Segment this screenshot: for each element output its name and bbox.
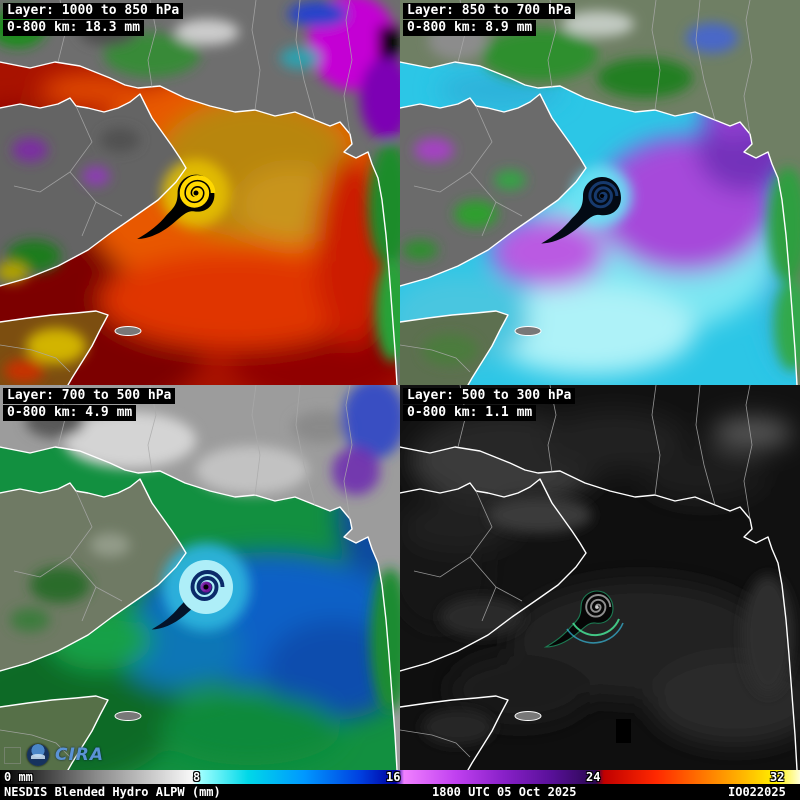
cyclone-icon bbox=[541, 166, 632, 244]
layer-label: Layer: 1000 to 850 hPa bbox=[3, 3, 184, 19]
range-average-label: 0-800 km: 8.9 mm bbox=[403, 20, 537, 36]
colorbar-tick-24: 24 bbox=[586, 770, 601, 784]
colorbar-tick-32: 32 bbox=[770, 770, 785, 784]
map-canvas-500-300hpa bbox=[400, 385, 800, 770]
logo-square-mark bbox=[4, 746, 21, 764]
map-panel-850-700hpa: Layer: 850 to 700 hPa 0-800 km: 8.9 mm bbox=[400, 0, 800, 385]
cira-logo: CIRA bbox=[55, 745, 105, 765]
cyclone-icon bbox=[545, 590, 624, 648]
cyclone-icon bbox=[137, 159, 230, 239]
caption-bar: NESDIS Blended Hydro ALPW (mm) 1800 UTC … bbox=[0, 784, 800, 800]
map-canvas-850-700hpa bbox=[400, 0, 800, 385]
layer-label: Layer: 700 to 500 hPa bbox=[3, 388, 176, 404]
land-field bbox=[422, 497, 794, 745]
valid-time: 1800 UTC 05 Oct 2025 bbox=[432, 785, 577, 799]
map-canvas-1000-850hpa bbox=[0, 0, 400, 385]
panel-labels: Layer: 500 to 300 hPa 0-800 km: 1.1 mm bbox=[403, 388, 576, 422]
map-canvas-700-500hpa bbox=[0, 385, 400, 770]
panel-labels: Layer: 700 to 500 hPa 0-800 km: 4.9 mm bbox=[3, 388, 176, 422]
map-panel-1000-850hpa: Layer: 1000 to 850 hPa 0-800 km: 18.3 mm bbox=[0, 0, 400, 385]
land-field bbox=[10, 385, 400, 712]
land-field bbox=[0, 0, 400, 383]
branding: CIRA bbox=[4, 742, 104, 768]
colorbar-tick-8: 8 bbox=[193, 770, 201, 784]
range-average-label: 0-800 km: 1.1 mm bbox=[403, 405, 537, 421]
colorbar bbox=[0, 770, 800, 784]
panel-grid: Layer: 1000 to 850 hPa 0-800 km: 18.3 mm bbox=[0, 0, 800, 770]
colorbar-tick-16: 16 bbox=[386, 770, 401, 784]
panel-labels: Layer: 850 to 700 hPa 0-800 km: 8.9 mm bbox=[403, 3, 576, 37]
layer-label: Layer: 850 to 700 hPa bbox=[403, 3, 576, 19]
layer-label: Layer: 500 to 300 hPa bbox=[403, 388, 576, 404]
range-average-label: 0-800 km: 4.9 mm bbox=[3, 405, 137, 421]
storm-id: IO022025 bbox=[728, 785, 786, 799]
map-panel-700-500hpa: Layer: 700 to 500 hPa 0-800 km: 4.9 mm bbox=[0, 385, 400, 770]
map-panel-500-300hpa: Layer: 500 to 300 hPa 0-800 km: 1.1 mm bbox=[400, 385, 800, 770]
noaa-logo bbox=[27, 744, 49, 766]
range-average-label: 0-800 km: 18.3 mm bbox=[3, 20, 145, 36]
colorbar-tick-0: 0 mm bbox=[4, 770, 33, 784]
product-name: NESDIS Blended Hydro ALPW (mm) bbox=[4, 785, 221, 799]
panel-labels: Layer: 1000 to 850 hPa 0-800 km: 18.3 mm bbox=[3, 3, 184, 37]
cyclone-icon bbox=[151, 543, 250, 631]
